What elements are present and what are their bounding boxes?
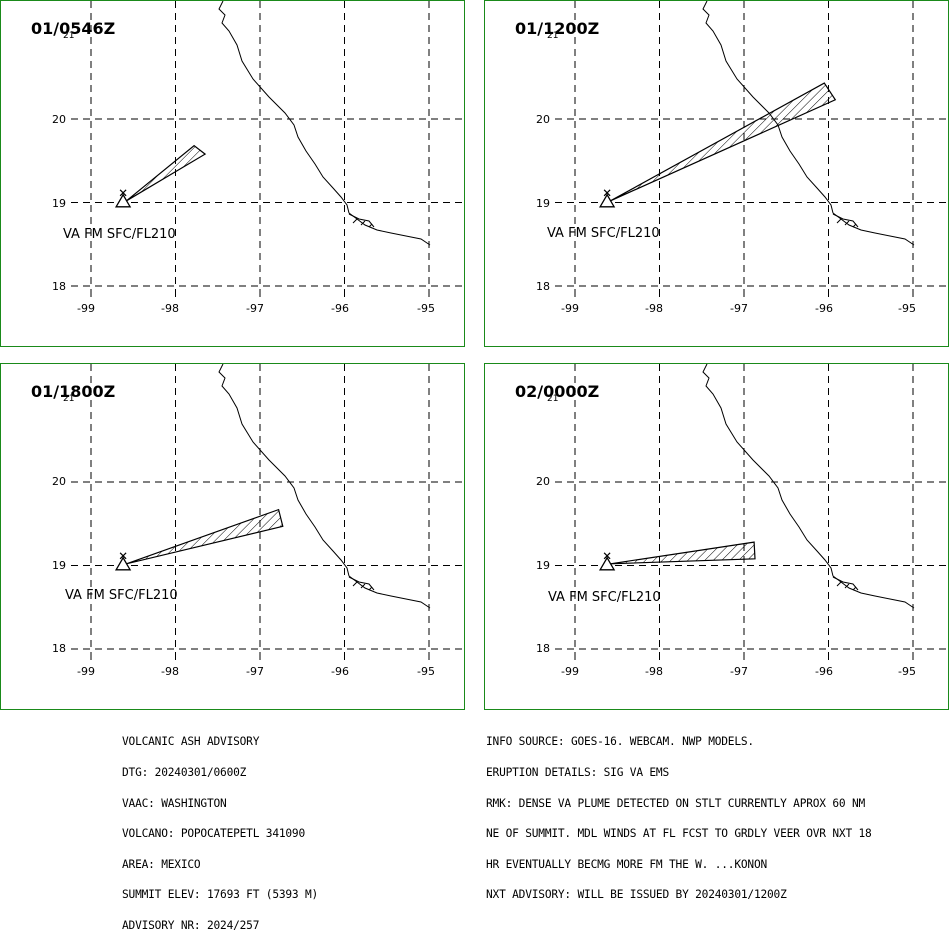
advisory-line: VOLCANO: POPOCATEPETL 341090	[122, 827, 305, 841]
volcano-triangle-icon	[114, 556, 132, 571]
ash-level-label: VA FM SFC/FL210	[548, 590, 661, 605]
lon-label-96: -96	[331, 302, 349, 315]
coastline	[702, 1, 915, 246]
coastline	[702, 364, 915, 609]
ash-plume-polygon	[126, 144, 207, 202]
lon-label-96: -96	[815, 302, 833, 315]
eruption-mark-icon	[603, 189, 611, 197]
coastline-detail	[836, 218, 857, 228]
lat-label-20: 20	[536, 113, 550, 126]
advisory-header-block: VOLCANIC ASH ADVISORY DTG: 20240301/0600…	[122, 717, 318, 941]
advisory-line: SUMMIT ELEV: 17693 FT (5393 M)	[122, 888, 319, 902]
lon-label-95: -95	[417, 302, 435, 315]
lat-label-19: 19	[536, 197, 550, 210]
lon-label-99: -99	[561, 665, 579, 678]
eruption-mark-icon	[603, 552, 611, 560]
lon-label-99: -99	[561, 302, 579, 315]
lon-label-98: -98	[645, 665, 663, 678]
info-line: ERUPTION DETAILS: SIG VA EMS	[486, 766, 669, 779]
forecast-panel-1200z: 01/1200Z 21 VA FM SFC/FL210 20 19 18 -99…	[484, 0, 950, 347]
coastline	[218, 1, 431, 246]
info-line: HR EVENTUALLY BECMG MORE FM THE W. ...KO…	[486, 857, 768, 871]
panel-time-sub: 21	[547, 394, 559, 404]
lon-label-97: -97	[246, 302, 264, 315]
advisory-line: ADVISORY NR: 2024/257	[122, 918, 260, 932]
forecast-panel-1800z: 01/1800Z 21 VA FM SFC/FL210 20 19 18 -99…	[0, 363, 466, 710]
lat-label-20: 20	[536, 475, 550, 488]
lat-label-20: 20	[52, 113, 66, 126]
eruption-mark-icon	[119, 552, 127, 560]
advisory-line: VOLCANIC ASH ADVISORY	[122, 735, 260, 749]
lon-label-96: -96	[331, 665, 349, 678]
lat-label-18: 18	[52, 642, 66, 655]
lon-label-98: -98	[645, 302, 663, 315]
info-line: RMK: DENSE VA PLUME DETECTED ON STLT CUR…	[486, 796, 866, 810]
lon-label-95: -95	[417, 665, 435, 678]
panel-time: 02/0000Z	[515, 382, 600, 401]
lon-label-97: -97	[246, 665, 264, 678]
coastline-detail	[352, 581, 373, 591]
ash-map-1200z	[555, 1, 950, 297]
coastline	[218, 364, 431, 609]
ash-map-0000z	[555, 364, 950, 660]
coastline-detail	[836, 581, 857, 591]
lon-label-99: -99	[77, 665, 95, 678]
coastline-detail	[352, 218, 373, 228]
panel-time-sub: 21	[63, 31, 75, 41]
panel-time: 01/1200Z	[515, 19, 600, 38]
lat-label-19: 19	[52, 559, 66, 572]
lon-label-99: -99	[77, 302, 95, 315]
ash-level-label: VA FM SFC/FL210	[65, 588, 178, 603]
volcano-triangle-icon	[114, 193, 132, 208]
volcano-triangle-icon	[598, 556, 616, 571]
lon-label-97: -97	[730, 665, 748, 678]
lon-label-98: -98	[161, 665, 179, 678]
eruption-mark-icon	[119, 189, 127, 197]
ash-plume-polygon	[610, 82, 837, 202]
ash-plume-polygon	[126, 508, 284, 565]
panel-time: 01/0546Z	[31, 19, 116, 38]
lat-label-18: 18	[52, 280, 66, 293]
lon-label-98: -98	[161, 302, 179, 315]
advisory-line: VAAC: WASHINGTON	[122, 796, 227, 810]
ash-plume-polygon	[610, 541, 756, 565]
volcano-triangle-icon	[598, 193, 616, 208]
lat-label-19: 19	[536, 559, 550, 572]
panel-time: 01/1800Z	[31, 382, 116, 401]
panel-time-sub: 21	[63, 394, 75, 404]
advisory-line: AREA: MEXICO	[122, 857, 201, 871]
forecast-panel-0000z: 02/0000Z 21 VA FM SFC/FL210 20 19 18 -99…	[484, 363, 950, 710]
lat-label-18: 18	[536, 280, 550, 293]
lat-label-19: 19	[52, 197, 66, 210]
info-line: NXT ADVISORY: WILL BE ISSUED BY 20240301…	[486, 888, 787, 902]
ash-map-1800z	[71, 364, 466, 660]
ash-level-label: VA FM SFC/FL210	[547, 226, 660, 241]
forecast-panel-0546z: 01/0546Z 21 VA FM SFC/FL210 20 19 18 -99…	[0, 0, 466, 347]
lon-label-95: -95	[898, 302, 916, 315]
info-line: INFO SOURCE: GOES-16. WEBCAM. NWP MODELS…	[486, 735, 754, 749]
lat-label-18: 18	[536, 642, 550, 655]
lat-label-20: 20	[52, 475, 66, 488]
advisory-line: DTG: 20240301/0600Z	[122, 766, 247, 779]
lon-label-95: -95	[898, 665, 916, 678]
lon-label-96: -96	[815, 665, 833, 678]
ash-level-label: VA FM SFC/FL210	[63, 227, 176, 242]
ash-map-0546z	[71, 1, 466, 297]
info-line: NE OF SUMMIT. MDL WINDS AT FL FCST TO GR…	[486, 827, 872, 841]
panel-time-sub: 21	[547, 31, 559, 41]
advisory-info-block: INFO SOURCE: GOES-16. WEBCAM. NWP MODELS…	[486, 717, 872, 911]
lon-label-97: -97	[730, 302, 748, 315]
